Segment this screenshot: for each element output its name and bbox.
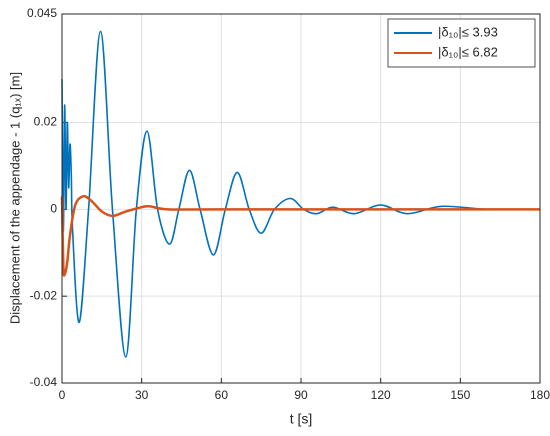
- data-line: [60, 194, 540, 277]
- y-tick-label: -0.02: [30, 288, 58, 302]
- x-tick-label: 0: [59, 388, 66, 402]
- plot-frame: [61, 13, 541, 384]
- y-tick-label: 0.045: [27, 6, 57, 20]
- x-tick-label: 180: [530, 388, 550, 402]
- y-tick-label: 0: [50, 202, 57, 216]
- legend-label: |δ₁₀|≤ 6.82: [438, 44, 498, 59]
- y-tick-label: 0.02: [34, 115, 58, 129]
- x-tick-label: 150: [450, 388, 470, 402]
- legend-box: [387, 18, 536, 68]
- y-axis-label: Displacement of the appendage - 1 (q₁ₓ) …: [7, 72, 22, 324]
- x-tick-label: 30: [135, 388, 149, 402]
- x-tick-label: 90: [294, 388, 308, 402]
- x-axis-label: t [s]: [290, 411, 313, 427]
- legend-label: |δ₁₀|≤ 3.93: [438, 24, 498, 39]
- x-tick-label: 60: [215, 388, 229, 402]
- y-tick-label: -0.04: [30, 375, 58, 389]
- x-tick-label: 120: [371, 388, 391, 402]
- data-line: [61, 30, 541, 358]
